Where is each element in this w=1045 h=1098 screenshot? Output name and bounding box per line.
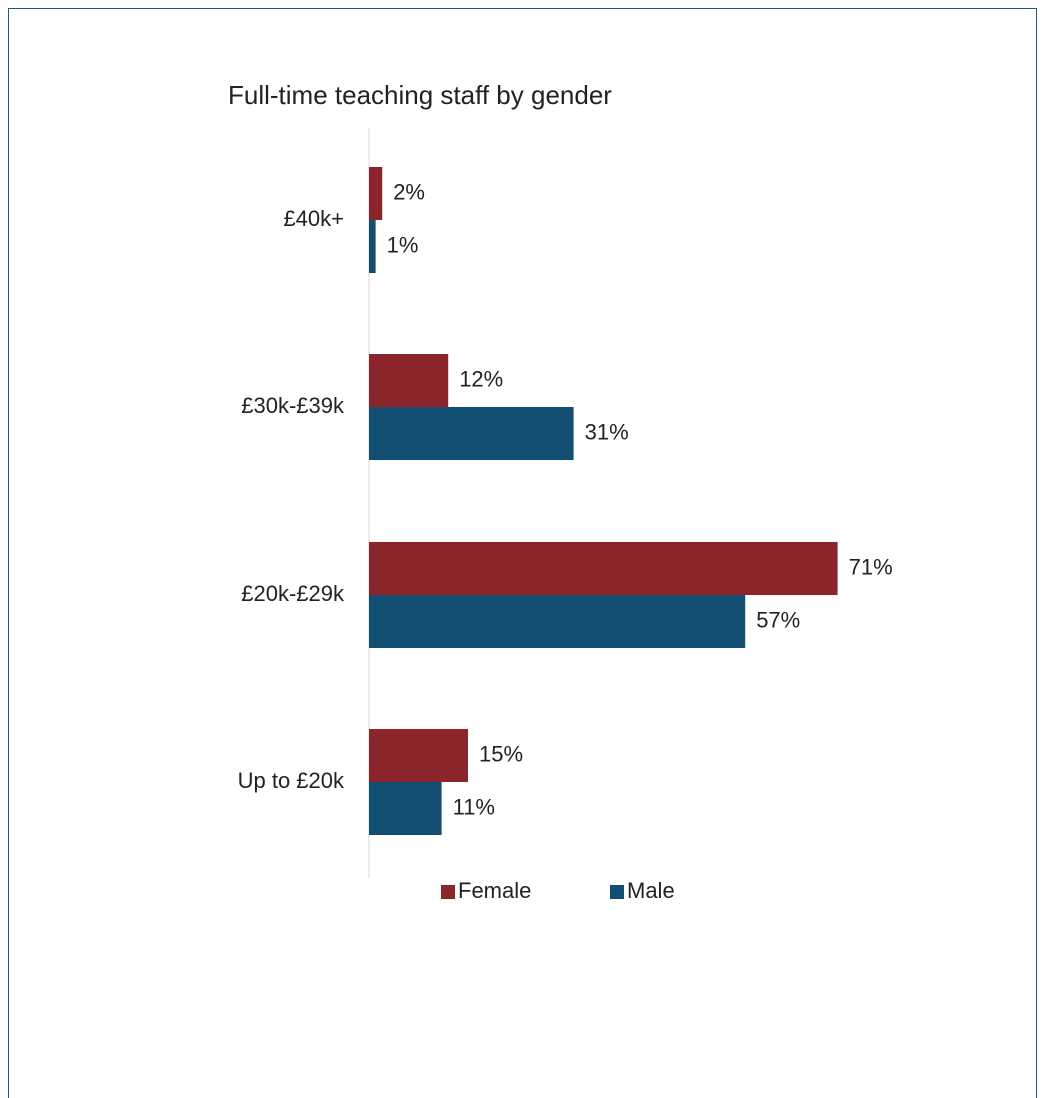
bar-female-1 <box>369 354 449 407</box>
category-tick-label-2: £20k-£29k <box>241 581 345 606</box>
data-label-female-2: 71% <box>849 554 893 579</box>
data-label-female-1: 12% <box>459 366 503 391</box>
bar-female-2 <box>369 542 838 595</box>
data-label-male-2: 57% <box>756 607 800 632</box>
chart-title: Full-time teaching staff by gender <box>228 80 612 110</box>
bar-male-1 <box>369 407 574 460</box>
category-tick-label-1: £30k-£39k <box>241 393 345 418</box>
category-tick-label-3: Up to £20k <box>238 768 345 793</box>
value-labels-group: 2% 1% 12% 31% 71% 57% 15% 11% <box>387 179 893 819</box>
bar-female-0 <box>369 167 383 220</box>
category-labels-group: £40k+ £30k-£39k £20k-£29k Up to £20k <box>238 206 345 793</box>
bar-male-3 <box>369 782 442 835</box>
legend-label-female: Female <box>458 878 531 903</box>
bar-male-0 <box>369 220 376 273</box>
data-label-female-3: 15% <box>479 741 523 766</box>
data-label-male-0: 1% <box>387 232 419 257</box>
category-tick-label-0: £40k+ <box>283 206 344 231</box>
legend-swatch-female <box>441 885 455 899</box>
legend-swatch-male <box>610 885 624 899</box>
legend: Female Male <box>441 878 675 903</box>
data-label-male-3: 11% <box>453 794 495 819</box>
legend-label-male: Male <box>627 878 675 903</box>
bar-female-3 <box>369 729 468 782</box>
bar-male-2 <box>369 595 746 648</box>
data-label-male-1: 31% <box>585 419 629 444</box>
data-label-female-0: 2% <box>393 179 425 204</box>
bars-group <box>369 167 838 835</box>
